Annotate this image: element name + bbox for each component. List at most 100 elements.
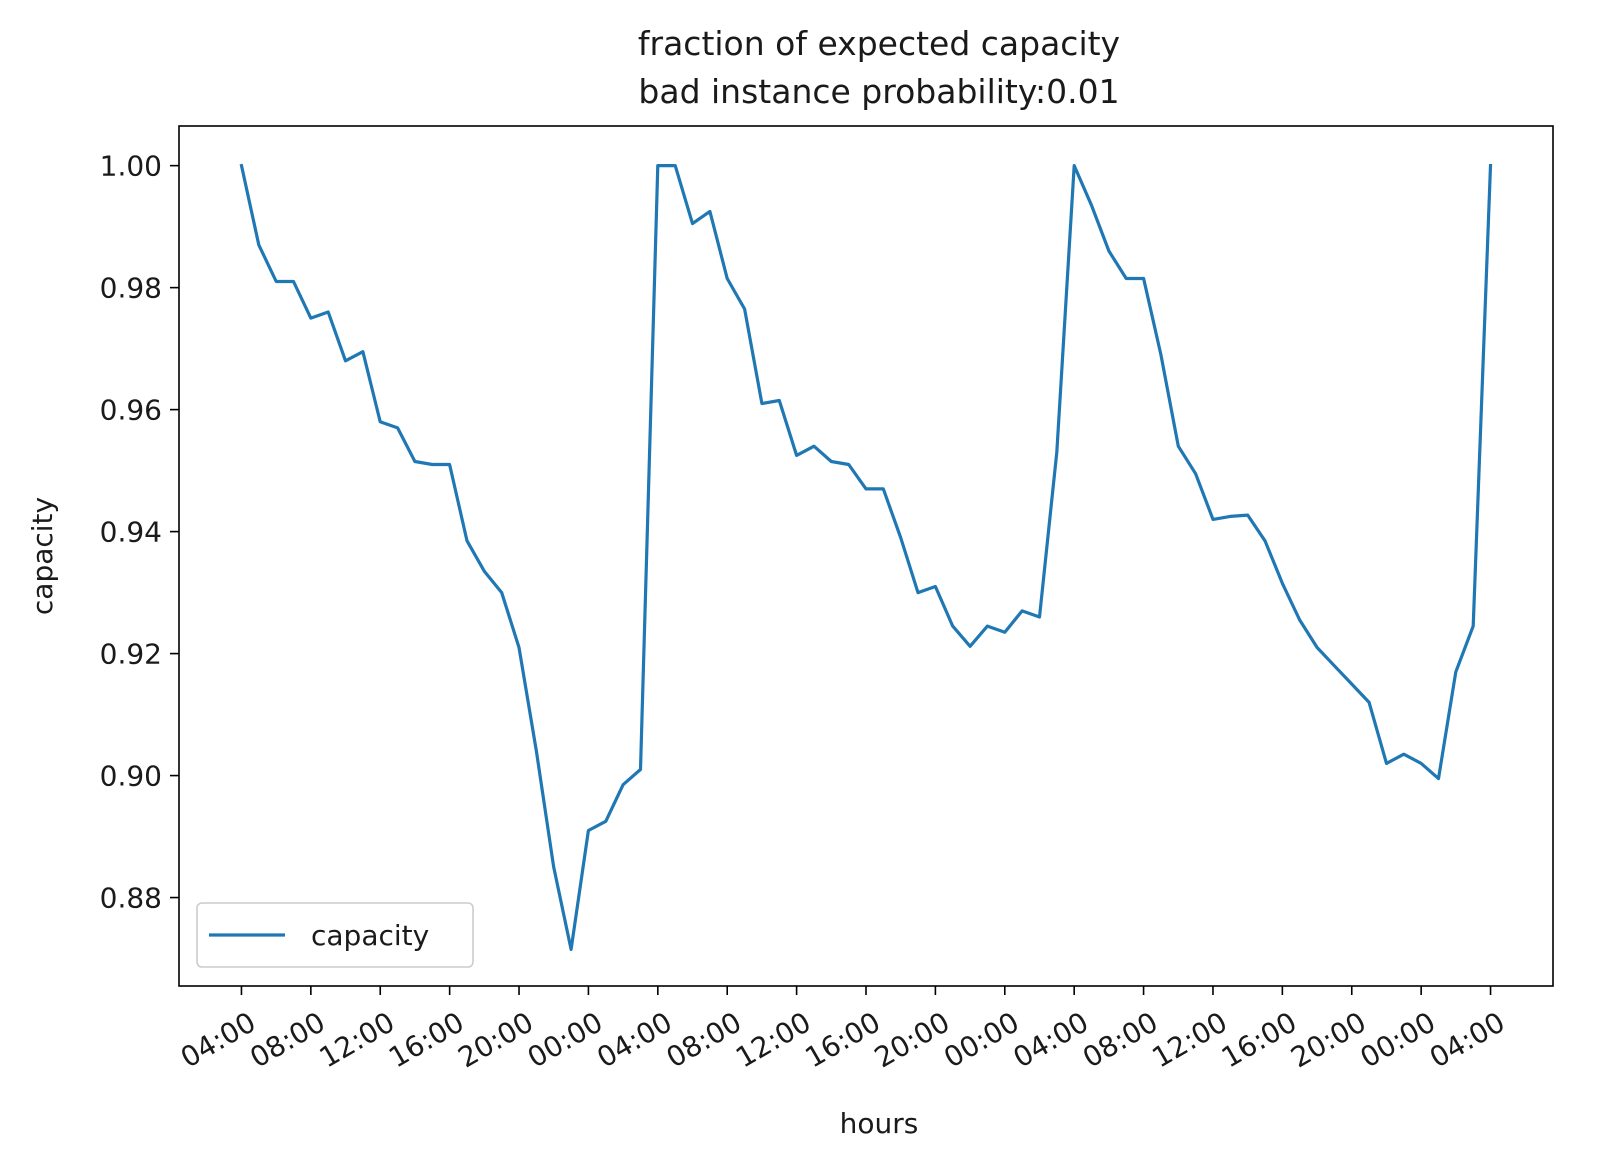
data-point (413, 460, 416, 463)
chart-title: fraction of expected capacity (638, 24, 1120, 63)
data-point (1038, 615, 1041, 618)
data-point (760, 402, 763, 405)
x-tick-label: 20:00 (453, 1005, 539, 1074)
y-tick-label: 0.98 (100, 272, 162, 305)
data-point (1107, 249, 1110, 252)
data-point (864, 487, 867, 490)
y-tick-label: 0.92 (100, 638, 162, 671)
data-point (795, 454, 798, 457)
data-point (1246, 514, 1249, 517)
data-point (361, 350, 364, 353)
x-axis-label: hours (840, 1107, 919, 1140)
data-point (1489, 164, 1492, 167)
data-point (327, 310, 330, 313)
data-point (1420, 762, 1423, 765)
data-point (1333, 664, 1336, 667)
x-tick-label: 08:00 (244, 1005, 330, 1074)
data-point (309, 317, 312, 320)
data-point (1281, 582, 1284, 585)
data-point (882, 487, 885, 490)
data-point (1385, 762, 1388, 765)
data-point (622, 783, 625, 786)
data-point (1350, 683, 1353, 686)
data-point (396, 426, 399, 429)
data-point (1402, 753, 1405, 756)
data-point (934, 585, 937, 588)
x-tick-label: 04:00 (1008, 1005, 1094, 1074)
legend: capacity (196, 902, 474, 968)
data-point (1211, 518, 1214, 521)
data-point (1263, 539, 1266, 542)
x-tick-label: 12:00 (314, 1005, 400, 1074)
y-tick-label: 0.90 (100, 760, 162, 793)
series-line-capacity (239, 163, 1493, 951)
data-point (257, 243, 260, 246)
data-point (708, 210, 711, 213)
axes-frame (178, 125, 1554, 987)
data-point (986, 625, 989, 628)
data-point (1125, 277, 1128, 280)
data-point (1194, 472, 1197, 475)
data-point (899, 536, 902, 539)
data-point (847, 463, 850, 466)
data-point (275, 280, 278, 283)
data-point (1142, 277, 1145, 280)
data-point (1021, 609, 1024, 612)
y-tick-label: 0.88 (100, 882, 162, 915)
data-point (448, 463, 451, 466)
legend-box (196, 902, 474, 968)
data-point (465, 539, 468, 542)
data-point (483, 570, 486, 573)
data-point (1454, 670, 1457, 673)
x-axis: 04:0008:0012:0016:0020:0000:0004:0008:00… (175, 986, 1510, 1074)
x-tick-label: 08:00 (1077, 1005, 1163, 1074)
x-tick-label: 16:00 (1216, 1005, 1302, 1074)
x-tick-label: 12:00 (730, 1005, 816, 1074)
data-point (379, 420, 382, 423)
x-tick-label: 20:00 (869, 1005, 955, 1074)
data-point (587, 829, 590, 832)
x-tick-label: 00:00 (1355, 1005, 1441, 1074)
data-point (344, 359, 347, 362)
data-point (778, 399, 781, 402)
data-point (1472, 625, 1475, 628)
x-tick-label: 20:00 (1285, 1005, 1371, 1074)
data-point (639, 768, 642, 771)
data-point (604, 820, 607, 823)
data-point (570, 948, 573, 951)
data-point (743, 307, 746, 310)
x-tick-label: 08:00 (661, 1005, 747, 1074)
data-point (535, 750, 538, 753)
data-point (1368, 701, 1371, 704)
data-point (1073, 164, 1076, 167)
data-point (830, 460, 833, 463)
data-point (969, 645, 972, 648)
y-tick-label: 1.00 (100, 150, 162, 183)
data-point (812, 445, 815, 448)
data-point (1437, 777, 1440, 780)
data-point (431, 463, 434, 466)
data-point (951, 625, 954, 628)
x-tick-label: 16:00 (800, 1005, 886, 1074)
data-point (292, 280, 295, 283)
data-point (1090, 204, 1093, 207)
plot-area (239, 163, 1493, 951)
x-tick-label: 04:00 (1424, 1005, 1510, 1074)
data-point (1229, 515, 1232, 518)
data-point (500, 591, 503, 594)
x-tick-label: 04:00 (591, 1005, 677, 1074)
y-tick-label: 0.94 (100, 516, 162, 549)
data-point (240, 164, 243, 167)
data-point (1055, 451, 1058, 454)
x-tick-label: 16:00 (383, 1005, 469, 1074)
data-point (674, 164, 677, 167)
data-point (1177, 445, 1180, 448)
data-point (916, 591, 919, 594)
data-point (1003, 631, 1006, 634)
y-axis: 0.88 0.90 0.92 0.94 0.96 0.98 1.00 (100, 150, 179, 915)
x-tick-label: 12:00 (1146, 1005, 1232, 1074)
legend-label: capacity (311, 919, 429, 952)
x-tick-label: 04:00 (175, 1005, 261, 1074)
data-point (1298, 618, 1301, 621)
